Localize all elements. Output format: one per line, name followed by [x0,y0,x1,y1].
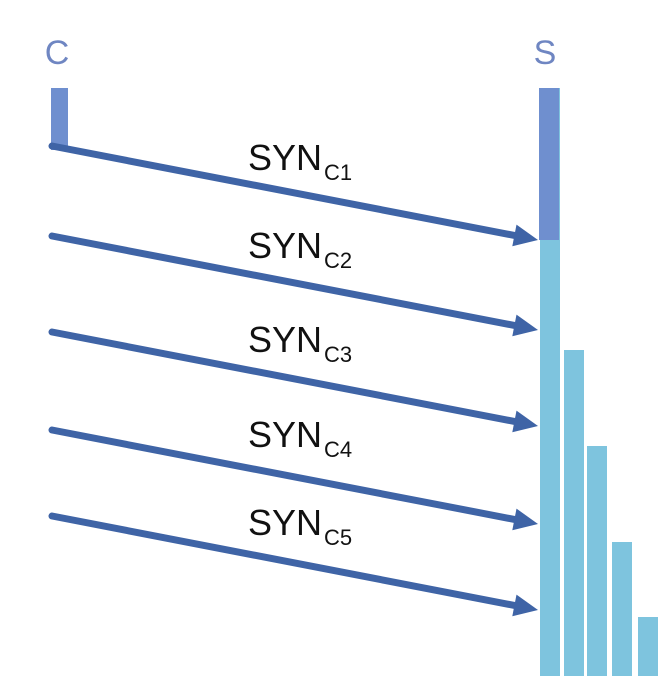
syn-label-base: SYN [248,137,322,178]
syn-arrow-2 [48,232,518,329]
server-active-segment [539,88,559,240]
syn-label-subscript: C5 [324,525,352,550]
queue-bar-5 [638,617,658,676]
server-label: S [534,34,557,72]
syn-label-subscript: C4 [324,437,352,462]
syn-arrow-1 [48,142,518,239]
queue-bar-2 [564,350,584,676]
syn-arrow-4 [48,426,518,523]
syn-arrowhead-4 [512,508,538,531]
syn-label-subscript: C3 [324,342,352,367]
syn-arrow-3 [48,328,518,425]
syn-label-4: SYNC4 [248,414,352,462]
queue-bar-4 [612,542,632,676]
queue-bar-3 [587,446,607,676]
syn-arrow-5 [48,512,518,609]
syn-label-subscript: C2 [324,248,352,273]
syn-arrowhead-5 [512,594,538,617]
syn-label-base: SYN [248,502,322,543]
syn-label-subscript: C1 [324,160,352,185]
syn-label-5: SYNC5 [248,502,352,550]
syn-label-base: SYN [248,414,322,455]
syn-label-1: SYNC1 [248,137,352,185]
syn-arrowhead-3 [512,410,538,433]
syn-label-base: SYN [248,319,322,360]
syn-label-base: SYN [248,225,322,266]
syn-arrowhead-2 [512,314,538,337]
syn-label-2: SYNC2 [248,225,352,273]
client-timeline-bar [51,88,68,150]
syn-arrowhead-1 [512,224,538,247]
syn-label-3: SYNC3 [248,319,352,367]
client-label: C [45,34,70,72]
